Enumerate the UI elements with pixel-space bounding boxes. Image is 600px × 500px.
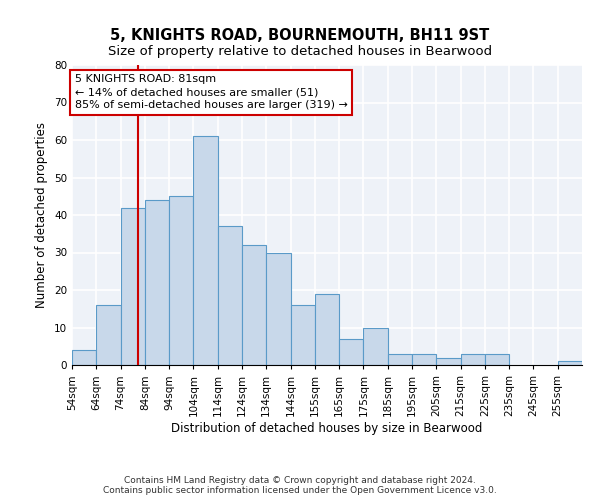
Bar bbox=[461, 354, 485, 365]
Bar bbox=[315, 294, 339, 365]
Bar bbox=[96, 305, 121, 365]
X-axis label: Distribution of detached houses by size in Bearwood: Distribution of detached houses by size … bbox=[172, 422, 482, 434]
Bar bbox=[193, 136, 218, 365]
Bar bbox=[485, 354, 509, 365]
Bar bbox=[558, 361, 582, 365]
Bar bbox=[145, 200, 169, 365]
Y-axis label: Number of detached properties: Number of detached properties bbox=[35, 122, 49, 308]
Text: Contains HM Land Registry data © Crown copyright and database right 2024.
Contai: Contains HM Land Registry data © Crown c… bbox=[103, 476, 497, 495]
Bar bbox=[218, 226, 242, 365]
Bar bbox=[121, 208, 145, 365]
Bar bbox=[364, 328, 388, 365]
Text: 5, KNIGHTS ROAD, BOURNEMOUTH, BH11 9ST: 5, KNIGHTS ROAD, BOURNEMOUTH, BH11 9ST bbox=[110, 28, 490, 42]
Bar bbox=[266, 252, 290, 365]
Bar bbox=[339, 339, 364, 365]
Bar bbox=[412, 354, 436, 365]
Bar bbox=[436, 358, 461, 365]
Bar bbox=[388, 354, 412, 365]
Bar bbox=[169, 196, 193, 365]
Bar bbox=[290, 305, 315, 365]
Bar bbox=[242, 245, 266, 365]
Bar bbox=[72, 350, 96, 365]
Text: 5 KNIGHTS ROAD: 81sqm
← 14% of detached houses are smaller (51)
85% of semi-deta: 5 KNIGHTS ROAD: 81sqm ← 14% of detached … bbox=[74, 74, 347, 110]
Text: Size of property relative to detached houses in Bearwood: Size of property relative to detached ho… bbox=[108, 45, 492, 58]
